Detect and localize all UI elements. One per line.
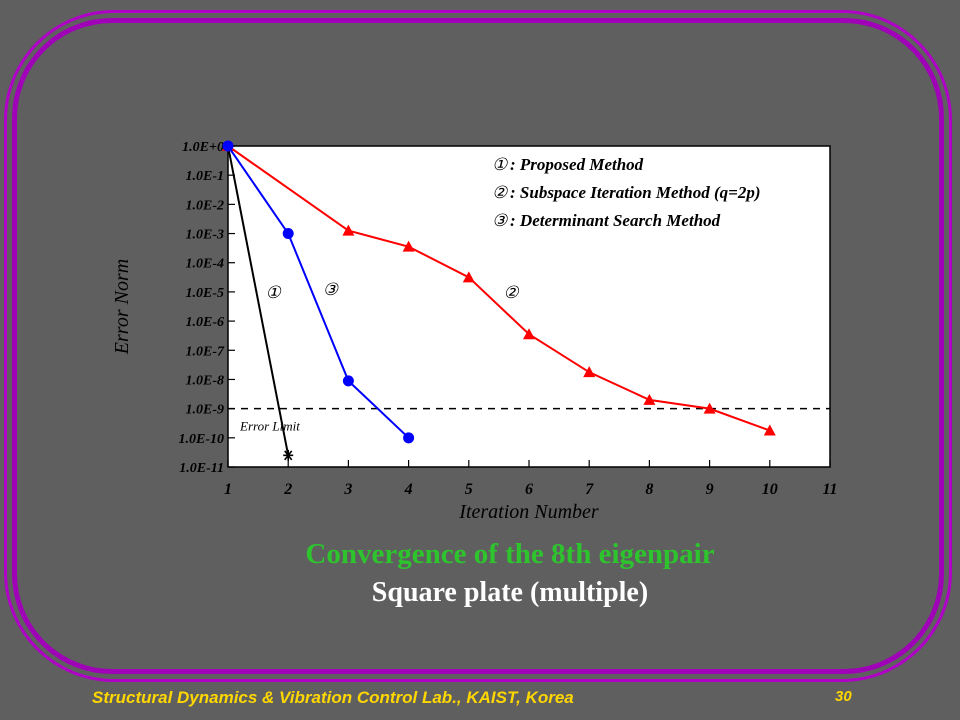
y-tick-label: 1.0E-4	[186, 257, 225, 272]
y-tick-label: 1.0E-8	[186, 373, 225, 388]
x-tick-label: 1	[224, 481, 232, 498]
x-tick-label: 7	[585, 481, 594, 498]
series-point-triangle	[402, 240, 415, 252]
series-point-circle	[342, 375, 354, 387]
y-axis-label: Error Norm	[111, 259, 133, 355]
caption-title: Convergence of the 8th eigenpair	[305, 538, 715, 570]
y-tick-label: 1.0E-6	[186, 315, 225, 330]
legend-text: : Subspace Iteration Method (q=2p)	[510, 183, 761, 202]
legend-mark: ①	[492, 155, 508, 174]
series-number-label: ①	[266, 283, 282, 302]
y-tick-label: 1.0E-3	[186, 228, 225, 243]
series-point-circle	[403, 432, 415, 444]
x-axis-label: Iteration Number	[458, 501, 599, 523]
series-point-triangle	[643, 393, 656, 405]
x-tick-label: 9	[706, 481, 714, 498]
legend-mark: ③	[492, 211, 508, 230]
series-point-asterisk	[283, 449, 294, 461]
y-tick-label: 1.0E-2	[186, 198, 225, 213]
series-line-3	[227, 145, 410, 439]
y-tick-label: 1.0E-9	[186, 403, 225, 418]
series-point-triangle	[523, 328, 535, 340]
x-tick-label: 2	[283, 481, 292, 498]
series-line-1	[227, 145, 290, 456]
legend-text: : Proposed Method	[510, 155, 644, 174]
page-number: 30	[835, 688, 852, 705]
x-tick-label: 4	[404, 481, 413, 498]
error-limit-label: Error Limit	[239, 419, 300, 434]
series-number-label: ②	[503, 283, 519, 302]
slide-frame-outer	[4, 10, 952, 682]
x-tick-label: 3	[343, 481, 352, 498]
plot-area	[227, 145, 831, 468]
legend-text: : Determinant Search Method	[510, 211, 721, 230]
x-tick-label: 8	[645, 481, 653, 498]
series-point-circle	[222, 140, 234, 152]
series-number-label: ③	[323, 280, 339, 299]
series-point-triangle	[342, 224, 355, 236]
x-tick-label: 10	[762, 481, 778, 498]
x-tick-label: 5	[465, 481, 473, 498]
caption-subtitle: Square plate (multiple)	[371, 577, 649, 608]
legend-mark: ②	[492, 183, 508, 202]
y-tick-label: 1.0E-7	[186, 344, 226, 359]
series-point-triangle	[462, 271, 475, 283]
y-tick-label: 1.0E+0	[182, 140, 224, 155]
y-tick-label: 1.0E-10	[179, 432, 225, 447]
series-point-triangle	[763, 424, 776, 436]
series-point-triangle	[703, 402, 716, 414]
x-tick-label: 6	[525, 481, 533, 498]
series-point-triangle	[583, 366, 596, 378]
y-tick-label: 1.0E-1	[186, 169, 225, 184]
y-tick-label: 1.0E-11	[179, 461, 224, 476]
series-point-circle	[282, 228, 294, 240]
footer-lab-name: Structural Dynamics & Vibration Control …	[92, 688, 574, 707]
x-tick-label: 11	[822, 481, 837, 498]
slide-frame-inner	[12, 18, 944, 674]
y-tick-label: 1.0E-5	[186, 286, 225, 301]
